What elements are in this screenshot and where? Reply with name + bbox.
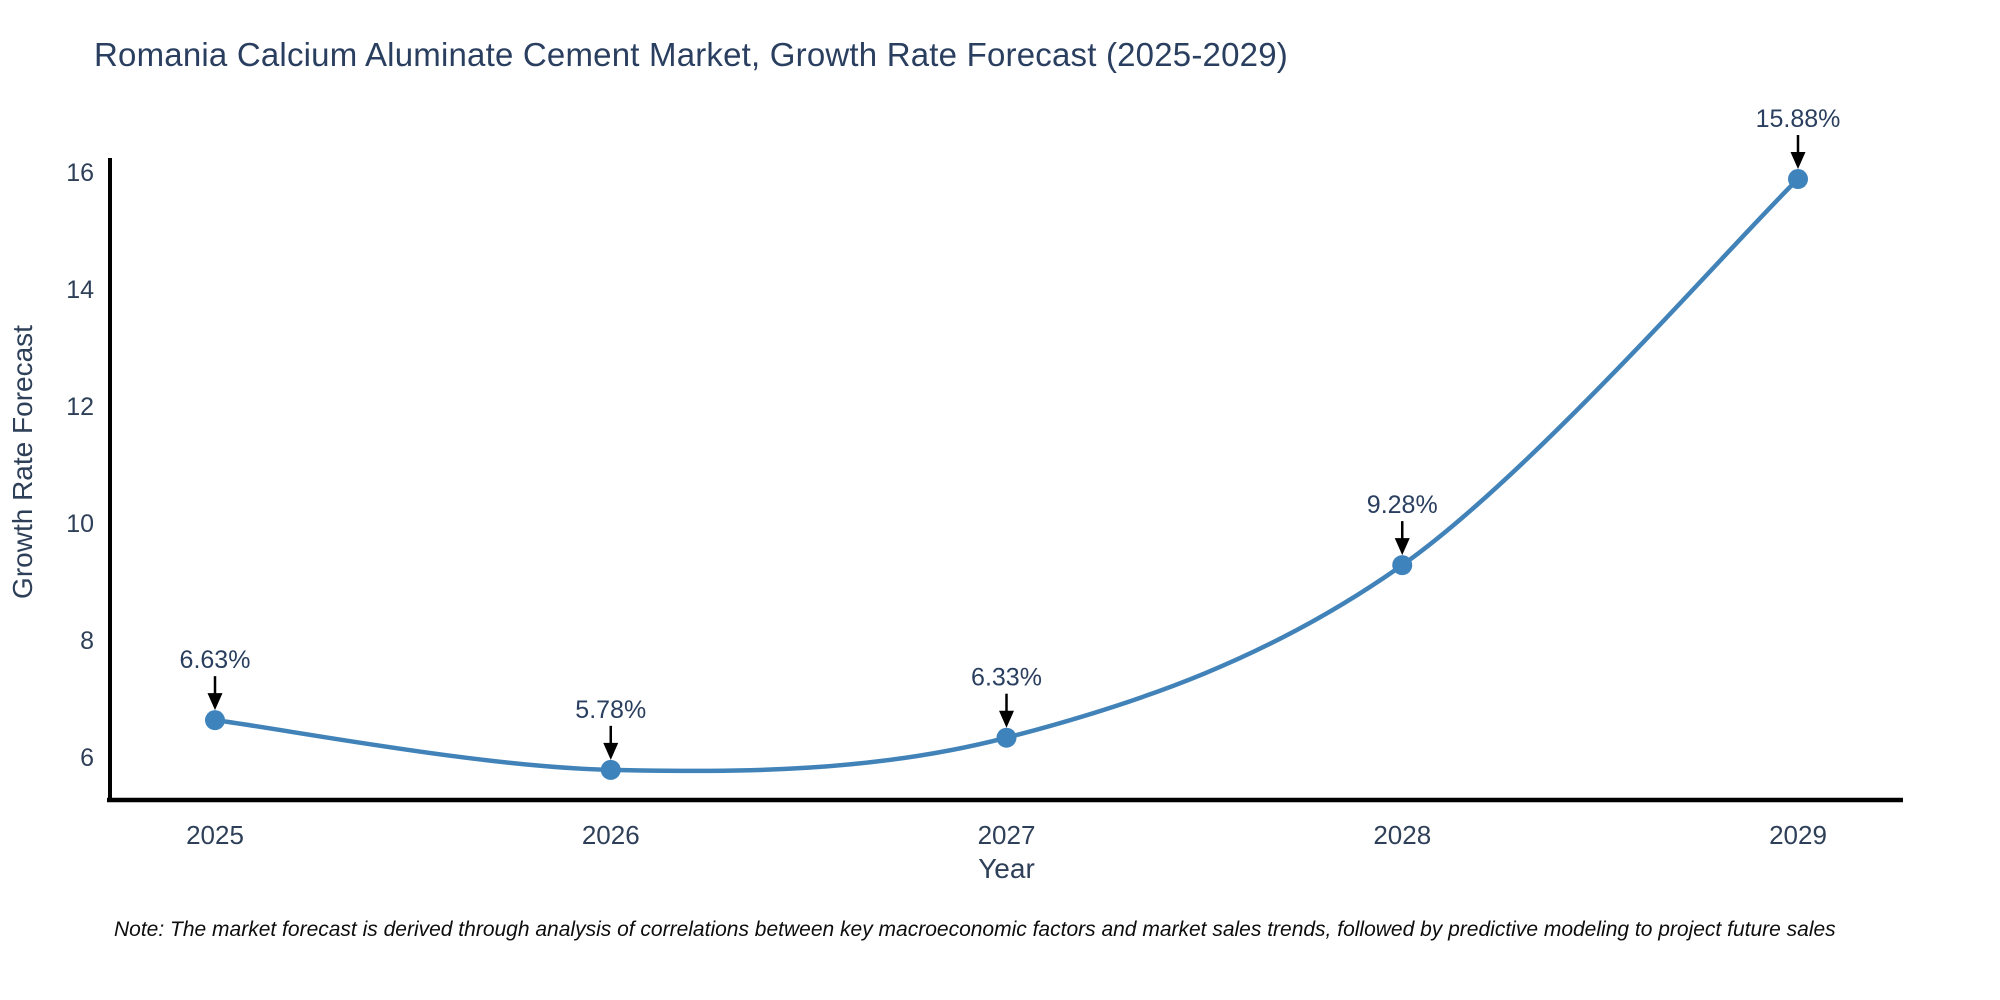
- x-tick-label: 2028: [1373, 820, 1431, 850]
- x-tick-label: 2029: [1769, 820, 1827, 850]
- y-tick-label: 16: [66, 159, 94, 187]
- footnote: Note: The market forecast is derived thr…: [114, 918, 1836, 941]
- x-axis-title: Year: [978, 853, 1035, 884]
- annotation-arrowhead: [603, 742, 619, 760]
- annotation-label: 6.33%: [971, 664, 1042, 692]
- y-tick-label: 12: [66, 393, 94, 421]
- y-axis-title: Growth Rate Forecast: [7, 325, 38, 599]
- data-point-marker: [1788, 169, 1808, 190]
- data-point-marker: [1392, 555, 1413, 576]
- annotation-arrowhead: [1790, 152, 1806, 170]
- x-tick-label: 2025: [186, 820, 244, 850]
- annotation-label: 15.88%: [1756, 105, 1841, 133]
- data-point-marker: [205, 710, 225, 731]
- annotation-label: 5.78%: [575, 696, 646, 724]
- y-tick-label: 14: [66, 276, 94, 304]
- annotation-label: 6.63%: [180, 646, 251, 674]
- y-tick-label: 8: [80, 627, 94, 655]
- x-tick-label: 2026: [582, 820, 640, 850]
- annotation-label: 9.28%: [1367, 491, 1438, 519]
- annotation-arrowhead: [999, 710, 1014, 728]
- y-tick-label: 10: [66, 510, 94, 538]
- x-tick-label: 2027: [978, 820, 1036, 850]
- data-point-marker: [996, 727, 1017, 748]
- annotation-arrowhead: [207, 693, 223, 711]
- annotation-arrowhead: [1394, 538, 1410, 556]
- chart-title: Romania Calcium Aluminate Cement Market,…: [94, 36, 1288, 73]
- y-tick-label: 6: [80, 744, 94, 772]
- data-point-marker: [600, 759, 621, 780]
